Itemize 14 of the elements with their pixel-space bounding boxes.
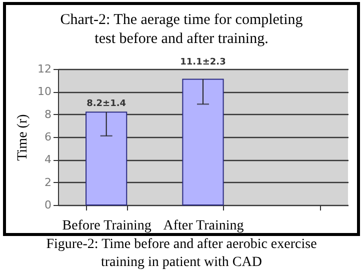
y-tick-label: 0: [44, 198, 52, 212]
chart-title: Chart-2: The aerage time for completing test before and after training.: [59, 11, 304, 49]
data-label: 11.1±2.3: [180, 58, 226, 68]
y-tick-label: 12: [38, 62, 52, 76]
x-tick-label: Before Training: [62, 218, 152, 234]
y-tick-label: 10: [38, 85, 52, 98]
y-tick-label: 4: [44, 153, 52, 166]
y-axis-title: Time (r): [16, 114, 31, 161]
y-tick-label: 8: [44, 108, 52, 121]
text: Figure-2: Time before and after aerobic exercise training in patient with CAD: [45, 236, 318, 272]
y-tick-label: 6: [44, 130, 52, 144]
data-label: 8.2±1.4: [86, 99, 126, 110]
x-tick-label: After Training: [163, 218, 244, 234]
y-tick-label: 2: [44, 176, 52, 189]
